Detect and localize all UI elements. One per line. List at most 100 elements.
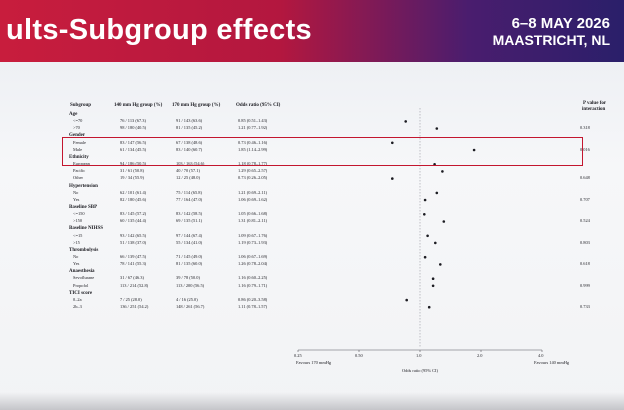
p-value: 0.803: [580, 239, 590, 245]
p-value: 0.318: [580, 125, 590, 131]
p-value: 0.618: [580, 261, 590, 267]
table-cell-odds-ratio: 1.85 (1.14–2.99): [238, 146, 268, 152]
table-row-label: <=15: [73, 232, 83, 238]
table-row-label: No: [73, 189, 79, 195]
table-cell-140: 78 / 141 (55.3): [120, 261, 147, 267]
table-row-label: Male: [73, 146, 83, 152]
header-140: 140 mm Hg group (%): [114, 103, 163, 108]
point-estimate: [423, 213, 426, 216]
table-cell-140: 83 / 147 (56.5): [120, 139, 147, 145]
table-cell-170: 69 / 135 (51.1): [176, 218, 203, 224]
x-tick-label: 2.0: [477, 353, 483, 358]
x-tick-label: 0.25: [294, 353, 302, 358]
table-cell-170: 113 / 200 (56.5): [176, 282, 205, 288]
table-cell-170: 40 / 70 (57.1): [176, 168, 200, 174]
table-row-label: Other: [73, 175, 83, 181]
x-tick-label: 4.0: [538, 353, 544, 358]
table-row-label: Yes: [73, 196, 80, 202]
point-estimate: [439, 263, 442, 266]
subgroup-heading: Baseline SBP: [69, 204, 98, 210]
table-cell-odds-ratio: 1.05 (0.66–1.68): [238, 211, 268, 217]
p-value: 0.733: [580, 304, 590, 310]
point-estimate: [442, 220, 446, 223]
point-estimate: [423, 198, 427, 202]
table-cell-odds-ratio: 0.86 (0.20–3.58): [238, 296, 268, 302]
point-estimate: [435, 191, 439, 195]
header-170: 170 mm Hg group (%): [172, 103, 221, 108]
projected-slide: [0, 62, 624, 410]
favours-170-label: Favours 170 mmHg: [296, 360, 332, 365]
table-cell-170: 81 / 135 (60.0): [176, 261, 203, 267]
table-cell-140: 94 / 186 (50.5): [120, 161, 147, 167]
subgroup-heading: Anaesthesia: [69, 269, 95, 275]
table-cell-170: 103 / 163 (54.6): [176, 161, 205, 167]
p-value: 0.016: [580, 146, 590, 152]
table-cell-140: 7 / 25 (28.0): [120, 296, 142, 302]
conference-location: MAASTRICHT, NL: [492, 32, 610, 48]
table-cell-odds-ratio: 1.16 (0.79–1.71): [238, 282, 268, 288]
table-cell-170: 12 / 25 (48.0): [176, 175, 200, 181]
subgroup-heading: Hypertension: [69, 183, 98, 189]
table-cell-170: 55 / 134 (41.0): [176, 239, 203, 245]
table-cell-170: 77 / 164 (47.0): [176, 196, 203, 202]
p-value: 0.707: [580, 196, 590, 202]
point-estimate: [427, 305, 431, 309]
table-row-label: European: [73, 161, 90, 167]
table-row-label: Yes: [73, 261, 80, 267]
table-cell-140: 19 / 34 (55.9): [120, 175, 144, 181]
table-cell-odds-ratio: 1.31 (0.81–2.11): [238, 218, 268, 224]
table-row-label: Propofol: [73, 282, 89, 288]
table-cell-140: 61 / 134 (45.5): [120, 146, 147, 152]
point-estimate: [405, 298, 409, 302]
table-cell-170: 71 / 145 (49.0): [176, 254, 203, 259]
subgroup-heading: Thrombolysis: [69, 247, 99, 253]
table-cell-odds-ratio: 0.73 (0.46–1.16): [238, 139, 268, 145]
table-cell-140: 93 / 142 (65.5): [120, 232, 147, 238]
table-row-label: 0–2a: [73, 296, 82, 302]
table-cell-odds-ratio: 1.06 (0.67–1.69): [238, 254, 268, 259]
table-cell-140: 51 / 138 (37.0): [120, 239, 147, 245]
table-cell-odds-ratio: 1.18 (0.78–1.77): [238, 161, 268, 167]
point-estimate: [426, 234, 429, 238]
point-estimate: [435, 127, 439, 130]
table-cell-140: 60 / 135 (44.4): [120, 218, 147, 224]
table-cell-140: 82 / 180 (45.6): [120, 196, 147, 202]
table-cell-170: 4 / 16 (25.0): [176, 296, 198, 302]
point-estimate: [431, 284, 435, 288]
header-odds-ratio: Odds ratio (95% CI): [236, 103, 281, 108]
slide-title: ults-Subgroup effects: [6, 14, 312, 46]
table-row-label: 2b–3: [73, 304, 82, 310]
subgroup-heading: Gender: [69, 133, 86, 139]
table-cell-odds-ratio: 1.19 (0.73–1.93): [238, 239, 268, 245]
table-cell-170: 97 / 144 (67.4): [176, 232, 203, 238]
conference-banner: ults-Subgroup effects 6–8 MAY 2026 MAAST…: [0, 0, 624, 62]
header-interaction: interaction: [582, 107, 606, 112]
table-cell-odds-ratio: 1.21 (0.77–1.92): [238, 125, 268, 131]
table-row-label: Female: [73, 139, 86, 145]
table-cell-170: 148 / 261 (56.7): [176, 304, 205, 310]
table-row-label: >70: [73, 125, 80, 131]
subgroup-heading: Baseline NIHSS: [69, 226, 104, 232]
table-cell-140: 113 / 214 (52.8): [120, 282, 149, 288]
table-cell-170: 83 / 142 (58.5): [176, 211, 203, 217]
table-cell-170: 39 / 78 (50.0): [176, 275, 200, 281]
table-cell-140: 31 / 61 (50.8): [120, 168, 144, 174]
x-axis-label: Odds ratio (95% CI): [402, 368, 438, 373]
point-estimate: [472, 148, 476, 152]
header-p-value: P value for: [583, 101, 607, 106]
table-cell-140: 98 / 180 (40.5): [120, 125, 147, 131]
table-cell-odds-ratio: 1.09 (0.67–1.76): [238, 232, 268, 238]
table-cell-140: 76 / 113 (67.3): [120, 118, 146, 124]
subgroup-heading: TICI score: [69, 290, 93, 296]
point-estimate: [391, 141, 394, 145]
conference-date: 6–8 MAY 2026: [511, 15, 610, 32]
point-estimate: [423, 255, 427, 259]
table-cell-170: 91 / 143 (63.6): [176, 118, 203, 124]
table-cell-odds-ratio: 0.85 (0.51–1.43): [238, 118, 268, 124]
table-row-label: >15: [73, 239, 80, 245]
header-subgroup: Subgroup: [70, 103, 92, 108]
table-cell-odds-ratio: 0.73 (0.26–2.05): [238, 175, 268, 181]
point-estimate: [431, 277, 435, 281]
table-cell-170: 67 / 138 (48.6): [176, 139, 203, 145]
